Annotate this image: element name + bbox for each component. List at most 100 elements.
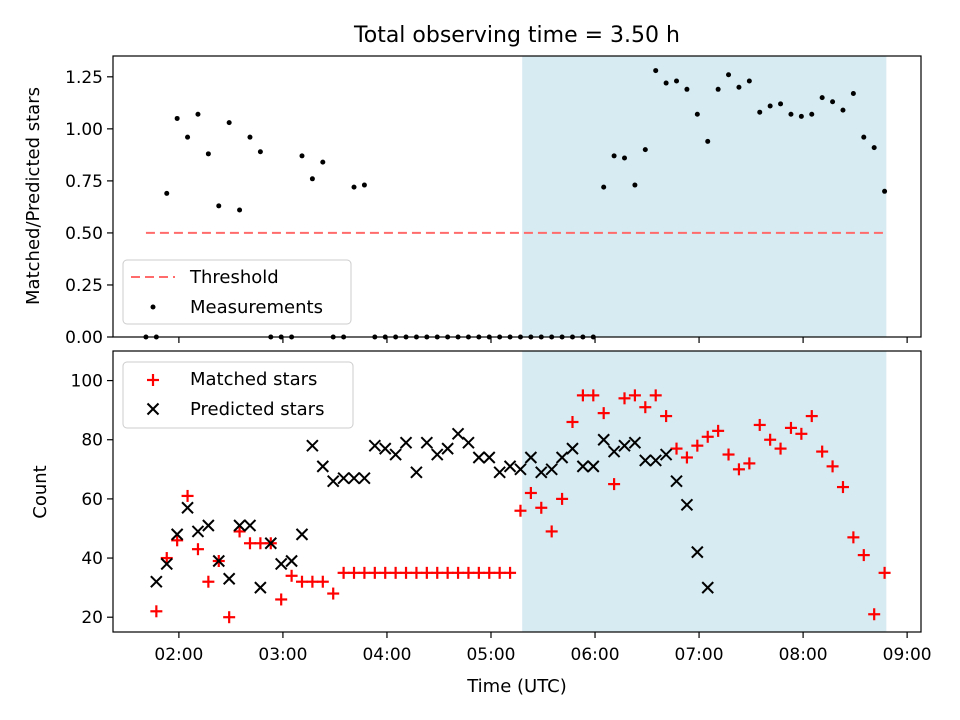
predicted-star-point — [462, 436, 475, 449]
measurement-point — [299, 153, 305, 159]
count-xtick-label: 04:00 — [362, 645, 411, 665]
measurement-point — [226, 120, 232, 126]
ratio-ytick-label: 1.25 — [65, 68, 103, 88]
count-xtick-label: 02:00 — [154, 645, 203, 665]
count-plot-frame — [112, 350, 922, 633]
matched-star-point — [649, 389, 662, 402]
predicted-star-point — [264, 537, 277, 550]
matched-star-point — [327, 587, 340, 600]
matched-star-point — [483, 566, 496, 579]
predicted-star-point — [701, 581, 714, 594]
predicted-star-point — [295, 528, 309, 541]
predicted-star-point — [441, 442, 454, 455]
matched-star-point — [722, 448, 735, 461]
predicted-star-point — [212, 554, 225, 568]
matched-star-point — [628, 389, 641, 402]
measurement-point — [320, 159, 326, 165]
predicted-star-point — [493, 466, 506, 479]
measurement-point — [736, 84, 742, 90]
matched-star-point — [868, 608, 881, 621]
matched-star-point — [753, 418, 766, 431]
predicted-star-point — [243, 519, 257, 532]
predicted-star-point — [628, 436, 642, 449]
measurement-point — [611, 153, 617, 159]
count-legend: Matched stars Predicted stars — [122, 361, 354, 429]
predicted-star-point — [680, 498, 694, 512]
matched-star-point — [732, 463, 745, 476]
matched-star-point — [389, 566, 402, 579]
measurement-point — [694, 111, 700, 117]
count-ytick-label: 20 — [81, 608, 103, 628]
measurement-point — [247, 134, 253, 140]
count-ytick-label: 60 — [81, 490, 103, 510]
ratio-legend-box — [122, 259, 352, 325]
predicted-star-point — [160, 557, 173, 571]
count-x-axis: 02:00 03:00 04:00 05:00 06:00 07:00 08:00 09:00 — [154, 632, 932, 665]
matched-star-point — [576, 389, 589, 402]
predicted-star-point — [514, 463, 527, 476]
predicted-star-point — [587, 460, 600, 473]
matched-star-point — [420, 566, 433, 579]
ratio-observing-span — [522, 56, 887, 337]
ratio-ytick-label: 0.50 — [65, 224, 103, 244]
predicted-star-point — [639, 454, 652, 467]
matched-star-point — [535, 501, 548, 514]
predicted-star-point — [607, 445, 621, 458]
count-ytick-label: 100 — [71, 372, 103, 392]
count-xtick-label: 09:00 — [883, 645, 932, 665]
matched-star-point — [680, 451, 693, 464]
legend-measurements-swatch — [150, 304, 156, 310]
count-ytick-label: 40 — [81, 549, 103, 569]
predicted-star-point — [576, 460, 590, 473]
predicted-star-point — [545, 463, 558, 476]
matched-star-point — [191, 543, 204, 556]
count-xtick-label: 07:00 — [675, 645, 724, 665]
ratio-x-ticks — [178, 337, 908, 343]
measurement-point — [361, 182, 367, 188]
ratio-legend: Threshold Measurements — [122, 259, 352, 325]
count-xtick-label: 06:00 — [571, 645, 620, 665]
legend-predicted-label: Predicted stars — [190, 399, 324, 420]
matched-star-point — [764, 433, 777, 446]
matched-star-point — [472, 566, 485, 579]
matched-star-point — [462, 566, 475, 579]
matched-star-point — [504, 566, 517, 579]
matched-star-point — [857, 549, 870, 562]
matched-star-point — [150, 605, 163, 618]
predicted-stars-points — [150, 427, 714, 594]
matched-star-point — [379, 566, 392, 579]
matched-star-point — [410, 566, 423, 579]
matched-star-point — [223, 611, 236, 624]
ratio-ytick-label: 0.75 — [65, 172, 103, 192]
measurement-point — [861, 134, 867, 140]
measurement-point — [798, 113, 804, 119]
measurement-point — [622, 155, 628, 161]
matched-star-point — [275, 593, 288, 606]
measurement-point — [674, 78, 680, 84]
matched-star-point — [493, 566, 506, 579]
measurement-point — [653, 68, 659, 74]
matched-star-point — [691, 439, 704, 452]
matched-star-point — [805, 410, 818, 423]
measurement-point — [788, 111, 794, 117]
predicted-star-point — [535, 466, 548, 479]
matched-star-point — [171, 534, 184, 547]
predicted-star-point — [285, 554, 298, 568]
measurement-point — [237, 207, 243, 213]
measurement-point — [632, 182, 638, 188]
predicted-star-point — [524, 451, 538, 464]
figure-title: Total observing time = 3.50 h — [353, 23, 680, 48]
measurement-point — [351, 184, 357, 190]
matched-star-point — [774, 442, 787, 455]
predicted-star-point — [503, 460, 517, 473]
ratio-ytick-label: 1.00 — [65, 120, 103, 140]
ratio-ytick-label: 0.25 — [65, 276, 103, 296]
measurement-point — [830, 99, 836, 105]
measurement-point — [601, 184, 607, 190]
matched-star-point — [337, 566, 350, 579]
matched-star-point — [285, 569, 298, 582]
measurement-point — [840, 107, 846, 113]
ratio-ytick-label: 0.00 — [65, 328, 103, 348]
matched-star-point — [597, 407, 610, 420]
predicted-star-point — [483, 451, 496, 464]
